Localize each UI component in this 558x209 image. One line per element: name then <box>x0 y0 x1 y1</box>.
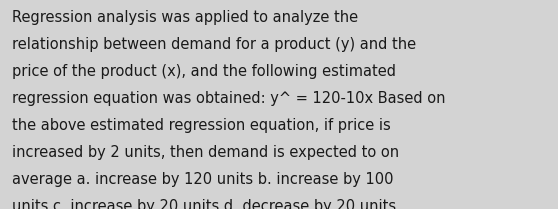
Text: average a. increase by 120 units b. increase by 100: average a. increase by 120 units b. incr… <box>12 172 393 187</box>
Text: increased by 2 units, then demand is expected to on: increased by 2 units, then demand is exp… <box>12 145 399 160</box>
Text: regression equation was obtained: y^ = 120-10x Based on: regression equation was obtained: y^ = 1… <box>12 91 445 106</box>
Text: relationship between demand for a product (y) and the: relationship between demand for a produc… <box>12 37 416 52</box>
Text: units c. increase by 20 units d. decrease by 20 units: units c. increase by 20 units d. decreas… <box>12 199 396 209</box>
Text: the above estimated regression equation, if price is: the above estimated regression equation,… <box>12 118 391 133</box>
Text: Regression analysis was applied to analyze the: Regression analysis was applied to analy… <box>12 10 358 25</box>
Text: price of the product (x), and the following estimated: price of the product (x), and the follow… <box>12 64 396 79</box>
